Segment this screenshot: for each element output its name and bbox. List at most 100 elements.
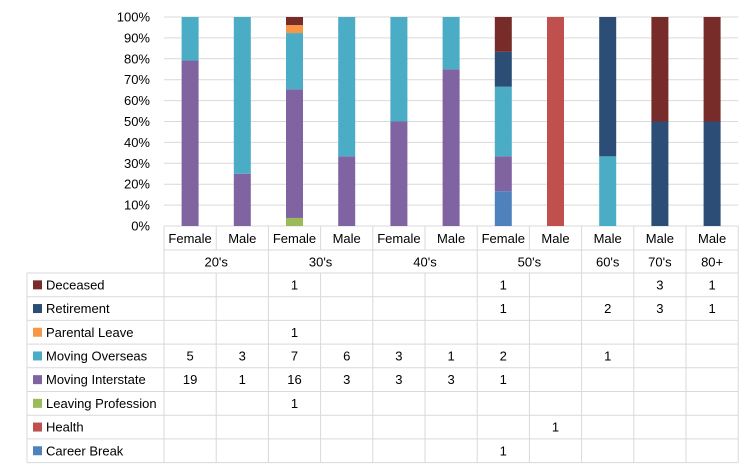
category-label: Male bbox=[541, 231, 569, 246]
bar-segment bbox=[599, 156, 617, 226]
bar-segment bbox=[233, 173, 251, 226]
y-tick-label: 50% bbox=[124, 114, 150, 129]
category-label: Male bbox=[646, 231, 674, 246]
data-cell-value: 1 bbox=[291, 325, 298, 340]
data-cell-value: 1 bbox=[604, 348, 611, 363]
y-axis-tick-labels: 0% 10% 20% 30% 40% 50% 60% 70% 80% 90% 100% bbox=[117, 10, 151, 234]
data-cell-value: 3 bbox=[343, 372, 350, 387]
data-cell-value: 3 bbox=[395, 348, 402, 363]
legend-key bbox=[33, 398, 42, 408]
y-tick-label: 90% bbox=[124, 30, 150, 45]
bar-segment bbox=[338, 17, 356, 157]
group-label: 60's bbox=[596, 255, 620, 270]
category-label: Male bbox=[698, 231, 726, 246]
bar-segment bbox=[181, 17, 199, 61]
y-tick-label: 70% bbox=[124, 72, 150, 87]
bar-segment bbox=[286, 33, 303, 90]
category-label: Male bbox=[228, 231, 256, 246]
group-label: 40's bbox=[413, 255, 437, 270]
bar-segment bbox=[286, 217, 303, 226]
y-tick-label: 0% bbox=[131, 219, 150, 234]
category-label: Male bbox=[437, 231, 465, 246]
bar-segment bbox=[599, 17, 617, 157]
group-label: 80+ bbox=[701, 255, 723, 270]
data-cell-value: 6 bbox=[343, 348, 350, 363]
bar-segment bbox=[390, 17, 408, 122]
y-tick-label: 100% bbox=[117, 10, 151, 25]
group-label: 50's bbox=[518, 255, 542, 270]
legend-key bbox=[33, 446, 42, 456]
data-cell-value: 1 bbox=[552, 420, 559, 435]
series-name: Moving Interstate bbox=[46, 372, 146, 387]
data-cell-value: 3 bbox=[656, 301, 663, 316]
y-tick-label: 80% bbox=[124, 51, 150, 66]
data-cell-value: 1 bbox=[500, 372, 507, 387]
category-label: Female bbox=[377, 231, 420, 246]
series-name: Health bbox=[46, 420, 84, 435]
legend-key bbox=[33, 280, 42, 290]
data-cell-value: 3 bbox=[239, 348, 246, 363]
series-name: Retirement bbox=[46, 301, 110, 316]
bar-segment bbox=[181, 60, 199, 226]
bars bbox=[181, 17, 721, 226]
category-label: Female bbox=[482, 231, 525, 246]
legend-key bbox=[33, 375, 42, 385]
data-cell-value: 1 bbox=[708, 277, 715, 292]
bar-segment bbox=[286, 17, 303, 26]
data-cell-value: 1 bbox=[447, 348, 454, 363]
group-label: 70's bbox=[648, 255, 672, 270]
data-cell-value: 3 bbox=[447, 372, 454, 387]
legend-key bbox=[33, 422, 42, 432]
series-name: Career Break bbox=[46, 443, 124, 458]
data-cell-value: 1 bbox=[291, 396, 298, 411]
series-name: Leaving Profession bbox=[46, 396, 157, 411]
data-cell-value: 1 bbox=[291, 277, 298, 292]
legend-key bbox=[33, 327, 42, 337]
bar-segment bbox=[494, 156, 512, 192]
data-cell-value: 16 bbox=[287, 372, 301, 387]
data-cell-value: 3 bbox=[395, 372, 402, 387]
y-tick-label: 40% bbox=[124, 135, 150, 150]
y-tick-label: 30% bbox=[124, 156, 150, 171]
category-label: Female bbox=[168, 231, 211, 246]
bar-segment bbox=[390, 121, 408, 226]
group-label: 20's bbox=[204, 255, 228, 270]
series-name: Deceased bbox=[46, 277, 105, 292]
group-label: 30's bbox=[309, 255, 333, 270]
data-cell-value: 1 bbox=[239, 372, 246, 387]
y-tick-label: 60% bbox=[124, 93, 150, 108]
data-cell-value: 3 bbox=[656, 277, 663, 292]
legend-key bbox=[33, 304, 42, 314]
data-cell-value: 5 bbox=[186, 348, 193, 363]
series-name: Moving Overseas bbox=[46, 348, 148, 363]
data-cell-value: 1 bbox=[708, 301, 715, 316]
category-label: Male bbox=[594, 231, 622, 246]
bar-segment bbox=[547, 17, 564, 226]
legend-key bbox=[33, 351, 42, 361]
y-tick-label: 20% bbox=[124, 177, 150, 192]
series-name: Parental Leave bbox=[46, 325, 133, 340]
data-cell-value: 1 bbox=[500, 301, 507, 316]
bar-segment bbox=[494, 86, 512, 157]
bar-segment bbox=[703, 17, 721, 122]
data-cell-value: 1 bbox=[500, 277, 507, 292]
bar-segment bbox=[494, 17, 512, 52]
bar-segment bbox=[494, 51, 512, 87]
bar-segment bbox=[703, 121, 721, 226]
category-label: Male bbox=[333, 231, 361, 246]
bar-segment bbox=[442, 69, 460, 226]
data-cell-value: 19 bbox=[183, 372, 197, 387]
bar-segment bbox=[494, 191, 512, 226]
bar-segment bbox=[651, 121, 669, 226]
data-cell-value: 7 bbox=[291, 348, 298, 363]
data-table: Female Male Female Male Female Male Female Male… bbox=[26, 226, 739, 464]
bar-segment bbox=[286, 89, 303, 218]
bar-segment bbox=[442, 17, 460, 70]
y-tick-label: 10% bbox=[124, 198, 150, 213]
bar-segment bbox=[651, 17, 669, 122]
data-cell-value: 2 bbox=[500, 348, 507, 363]
category-label: Female bbox=[273, 231, 316, 246]
bar-segment bbox=[233, 17, 251, 174]
data-cell-value: 1 bbox=[500, 443, 507, 458]
